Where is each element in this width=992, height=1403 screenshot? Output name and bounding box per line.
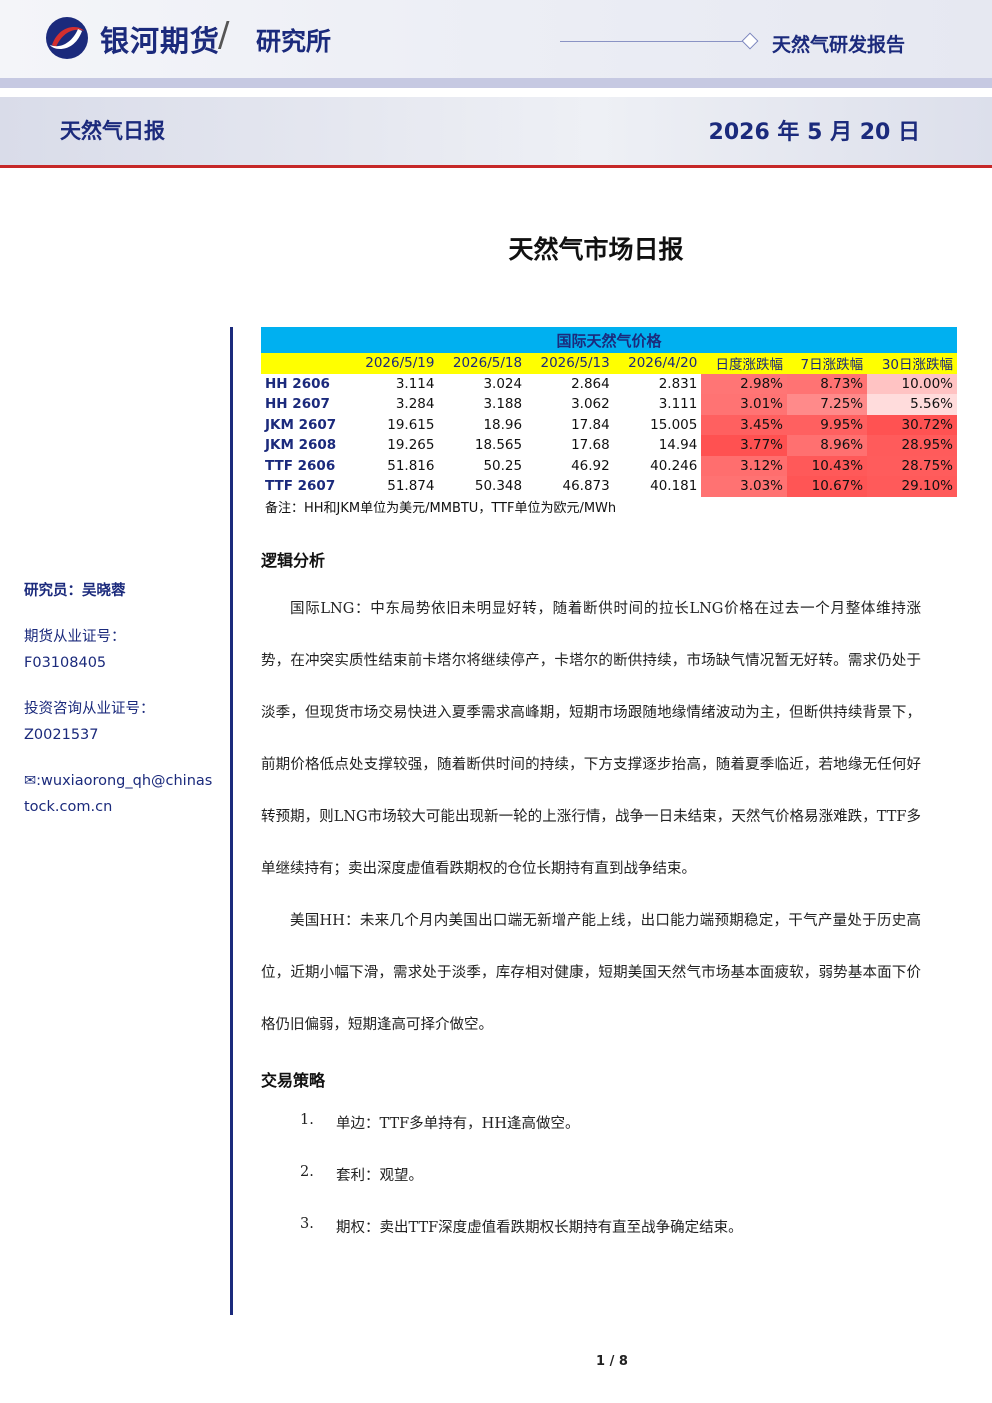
price-cell: 19.615: [387, 416, 435, 433]
page-title: 天然气市场日报: [508, 235, 684, 264]
change-cell: 3.77%: [701, 435, 788, 456]
instrument-name: HH 2606: [265, 375, 330, 392]
price-cell: 19.265: [387, 437, 435, 454]
table-row: JKM 2608 19.265 18.565 17.68 14.94 3.77% 8.96%…: [261, 435, 957, 456]
price-cell: 40.181: [650, 478, 698, 495]
price-cell: 18.96: [483, 416, 523, 433]
instrument-name: JKM 2608: [265, 437, 337, 454]
change-cell: 29.10%: [867, 476, 957, 497]
change-cell: 28.75%: [867, 455, 957, 476]
price-cell: 46.873: [562, 478, 610, 495]
subheader-band: [0, 97, 992, 165]
price-cell: 46.92: [571, 457, 610, 474]
change-cell: 3.03%: [701, 476, 788, 497]
change-cell: 10.67%: [787, 476, 868, 497]
change-cell: 7.25%: [787, 394, 868, 415]
price-cell: 3.111: [658, 396, 698, 413]
page-number: 1 / 8: [596, 1354, 628, 1369]
price-cell: 18.565: [474, 437, 523, 454]
instrument-name: TTF 2606: [265, 457, 336, 474]
price-cell: 50.348: [474, 478, 523, 495]
change-cell: 8.73%: [787, 373, 868, 394]
price-cell: 51.874: [387, 478, 435, 495]
instrument-name: JKM 2607: [265, 416, 337, 433]
report-subtitle: 天然气日报: [60, 119, 165, 143]
change-cell: 28.95%: [867, 435, 957, 456]
price-cell: 51.816: [387, 457, 435, 474]
list-item: 1. 单边：TTF多单持有，HH逢高做空。: [300, 1112, 580, 1132]
table-header-cell: 2026/5/19: [350, 353, 439, 374]
change-cell: 8.96%: [787, 435, 868, 456]
header-stripe: [0, 78, 992, 88]
price-cell: 40.246: [650, 457, 698, 474]
sidebar-divider: [230, 327, 233, 1315]
strategy-heading: 交易策略: [261, 1071, 326, 1090]
price-cell: 17.84: [571, 416, 610, 433]
price-cell: 50.25: [483, 457, 523, 474]
license-label: 期货从业证号：: [24, 629, 126, 645]
email-line-1[interactable]: ✉:wuxiaorong_qh@chinas: [24, 773, 213, 789]
table-row: HH 2607 3.284 3.188 3.062 3.111 3.01% 7.25% 5.5…: [261, 394, 957, 415]
price-cell: 3.024: [483, 375, 523, 392]
logo-icon: [46, 17, 88, 59]
change-cell: 3.01%: [701, 394, 788, 415]
change-cell: 10.00%: [867, 373, 957, 394]
researcher-name: 研究员：吴晓蓉: [24, 583, 126, 599]
table-row: TTF 2606 51.816 50.25 46.92 40.246 3.12% 10.43…: [261, 455, 957, 476]
report-date: 2026 年 5 月 20 日: [708, 120, 920, 145]
header-rule: [560, 41, 746, 42]
table-caption: 国际天然气价格: [261, 327, 957, 353]
table-header-row: 2026/5/19 2026/5/18 2026/5/13 2026/4/20 …: [261, 353, 957, 374]
change-cell: 2.98%: [701, 373, 788, 394]
list-item: 3. 期权：卖出TTF深度虚值看跌期权长期持有直至战争确定结束。: [300, 1216, 743, 1236]
logic-heading: 逻辑分析: [261, 551, 326, 570]
table-header-cell: 2026/5/18: [438, 353, 527, 374]
paragraph-lng: 国际LNG：中东局势依旧未明显好转，随着断供时间的拉长LNG价格在过去一个月整体…: [261, 601, 921, 877]
price-cell: 3.114: [395, 375, 435, 392]
instrument-name: TTF 2607: [265, 478, 336, 495]
price-cell: 17.68: [571, 437, 610, 454]
table-header-cell: 2026/5/13: [526, 353, 614, 374]
header-divider: /: [218, 15, 230, 55]
email-line-2[interactable]: tock.com.cn: [24, 799, 113, 815]
price-cell: 3.284: [395, 396, 435, 413]
report-type: 天然气研发报告: [772, 34, 906, 56]
instrument-name: HH 2607: [265, 396, 330, 413]
table-row: HH 2606 3.114 3.024 2.864 2.831 2.98% 8.73% 10.…: [261, 373, 957, 394]
department-name: 研究所: [256, 27, 332, 56]
license-number: F03108405: [24, 655, 107, 671]
price-cell: 14.94: [658, 437, 698, 454]
list-item: 2. 套利：观望。: [300, 1164, 423, 1184]
price-cell: 2.831: [658, 375, 698, 392]
table-header-cell: 2026/4/20: [613, 353, 702, 374]
strategy-list: 1. 单边：TTF多单持有，HH逢高做空。 2. 套利：观望。 3. 期权：卖出TTF…: [300, 1112, 743, 1268]
change-cell: 10.43%: [787, 455, 868, 476]
gas-price-table: 国际天然气价格 2026/5/19 2026/5/18 2026/5/13 20…: [261, 327, 957, 517]
author-sidebar: 研究员：吴晓蓉 期货从业证号： F03108405 投资咨询从业证号： Z002…: [24, 578, 224, 840]
table-header-cell: 日度涨跌幅: [701, 353, 788, 374]
table-header-cell: 30日涨跌幅: [867, 353, 957, 374]
change-cell: 9.95%: [787, 414, 868, 435]
header-red-rule: [0, 165, 992, 168]
change-cell: 30.72%: [867, 414, 957, 435]
table-header-cell: 7日涨跌幅: [787, 353, 868, 374]
table-row: TTF 2607 51.874 50.348 46.873 40.181 3.03% 10.…: [261, 476, 957, 497]
change-cell: 3.12%: [701, 455, 788, 476]
table-header-cell: [261, 353, 351, 374]
change-cell: 3.45%: [701, 414, 788, 435]
paragraph-hh: 美国HH：未来几个月内美国出口端无新增产能上线，出口能力端预期稳定，干气产量处于…: [261, 913, 921, 1033]
table-note: 备注：HH和JKM单位为美元/MMBTU，TTF单位为欧元/MWh: [265, 501, 617, 517]
price-cell: 15.005: [650, 416, 698, 433]
advisory-label: 投资咨询从业证号：: [24, 701, 155, 717]
price-cell: 3.062: [571, 396, 610, 413]
price-cell: 3.188: [483, 396, 523, 413]
brand-name: 银河期货: [100, 24, 221, 58]
change-cell: 5.56%: [867, 394, 957, 415]
header-banner: [0, 0, 992, 78]
advisory-number: Z0021537: [24, 727, 99, 743]
table-row: JKM 2607 19.615 18.96 17.84 15.005 3.45% 9.95%…: [261, 414, 957, 435]
price-cell: 2.864: [571, 375, 610, 392]
